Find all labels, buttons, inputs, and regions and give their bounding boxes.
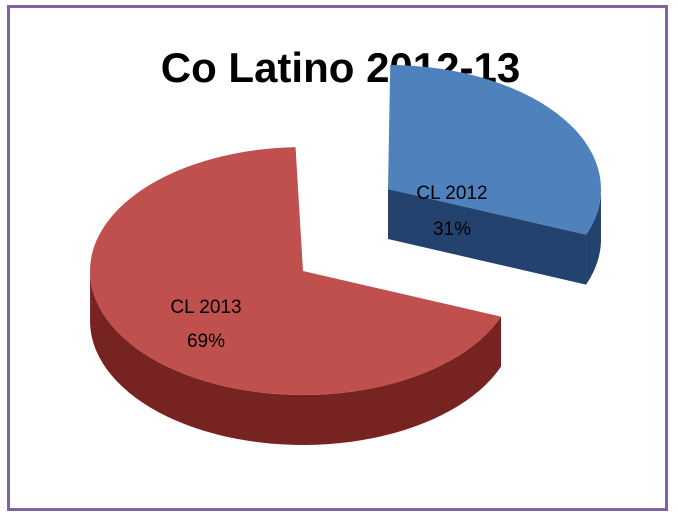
slice-label-cl2012: CL 2012	[416, 183, 487, 204]
slice-value-cl2013: 69%	[187, 331, 225, 352]
slice-side-cl2012-cut	[388, 189, 587, 285]
slice-side-cl2012	[586, 190, 601, 285]
slice-label-cl2013: CL 2013	[170, 297, 241, 318]
slice-cl2013	[89, 147, 502, 396]
slice-cl2012	[388, 65, 601, 235]
slice-value-cl2012: 31%	[433, 219, 471, 240]
slice-side-cl2013	[90, 273, 502, 445]
